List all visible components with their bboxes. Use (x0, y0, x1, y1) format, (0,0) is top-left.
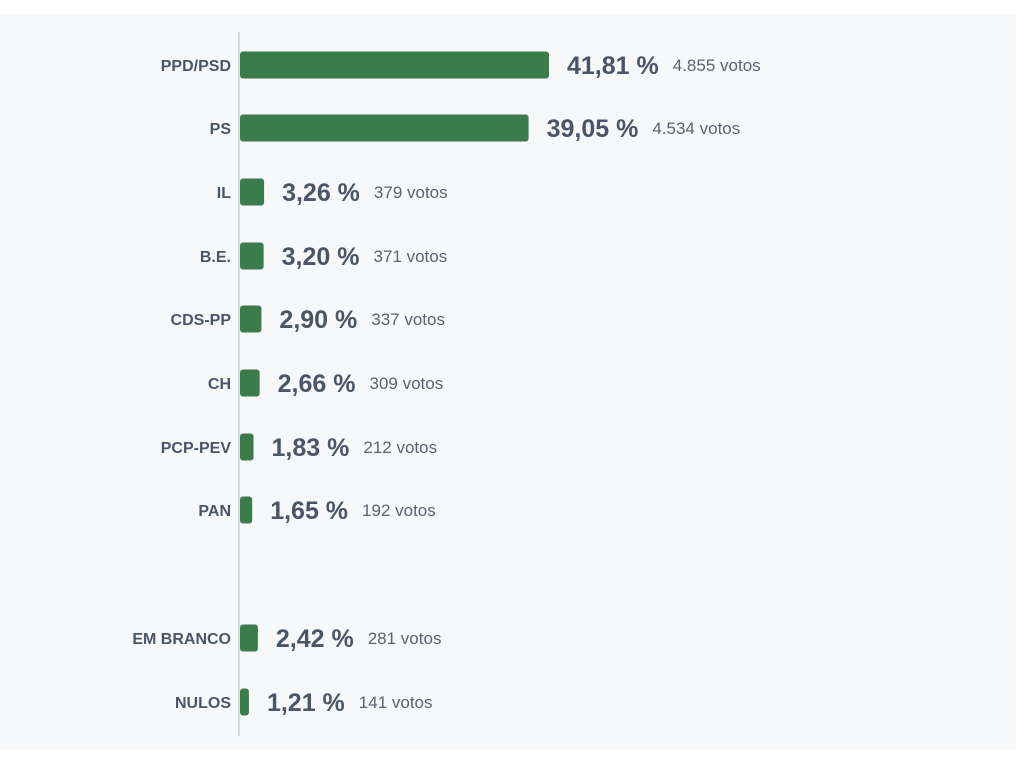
bar-b-e (240, 242, 264, 270)
category-label-pcp-pev: PCP-PEV (161, 440, 232, 457)
bar-cds-pp (240, 305, 262, 333)
bar-ppd-psd (240, 51, 549, 79)
bar-row-nulos: NULOS 1,21 % 141 votos (175, 688, 433, 717)
votes-label-cds-pp: 337 votos (371, 310, 445, 329)
votes-label-ppd-psd: 4.855 votos (673, 56, 761, 75)
category-label-ch: CH (208, 376, 231, 393)
bar-row-pcp-pev: PCP-PEV 1,83 % 212 votos (161, 433, 437, 462)
bar-il (240, 178, 265, 206)
category-label-ppd-psd: PPD/PSD (161, 58, 231, 75)
bar-row-b-e: B.E. 3,20 % 371 votos (200, 242, 447, 271)
category-label-em-branco: EM BRANCO (132, 631, 231, 648)
votes-label-b-e: 371 votos (373, 247, 447, 266)
percent-label-cds-pp: 2,90 % (279, 306, 357, 334)
results-chart-panel: PPD/PSD 41,81 % 4.855 votos PS 39,05 % 4.534 … (0, 14, 1016, 750)
votes-label-ch: 309 votos (370, 374, 444, 393)
percent-label-ppd-psd: 41,81 % (567, 52, 659, 80)
percent-label-pcp-pev: 1,83 % (272, 434, 350, 462)
category-label-pan: PAN (198, 503, 231, 520)
percent-label-em-branco: 2,42 % (276, 625, 354, 653)
percent-label-nulos: 1,21 % (267, 689, 345, 717)
bar-nulos (240, 688, 249, 716)
category-label-il: IL (217, 185, 231, 202)
bar-row-ppd-psd: PPD/PSD 41,81 % 4.855 votos (161, 51, 761, 80)
bar-pcp-pev (240, 433, 254, 461)
votes-label-nulos: 141 votos (359, 693, 433, 712)
percent-label-pan: 1,65 % (270, 497, 348, 525)
votes-label-ps: 4.534 votos (652, 119, 740, 138)
bar-row-ch: CH 2,66 % 309 votos (208, 369, 444, 398)
category-label-b-e: B.E. (200, 249, 231, 266)
category-label-ps: PS (210, 121, 232, 138)
category-label-cds-pp: CDS-PP (171, 312, 232, 329)
bar-ch (240, 369, 260, 397)
bar-ps (240, 114, 529, 142)
bar-row-em-branco: EM BRANCO 2,42 % 281 votos (132, 624, 442, 653)
percent-label-il: 3,26 % (282, 179, 360, 207)
bar-pan (240, 496, 253, 524)
bar-em-branco (240, 624, 258, 652)
bar-row-ps: PS 39,05 % 4.534 votos (210, 114, 740, 143)
votes-label-pan: 192 votos (362, 501, 436, 520)
results-bar-chart: PPD/PSD 41,81 % 4.855 votos PS 39,05 % 4.534 … (132, 32, 761, 736)
bar-row-cds-pp: CDS-PP 2,90 % 337 votos (171, 305, 445, 334)
percent-label-b-e: 3,20 % (282, 243, 360, 271)
percent-label-ps: 39,05 % (547, 115, 639, 143)
bar-row-il: IL 3,26 % 379 votos (217, 178, 448, 207)
bar-row-pan: PAN 1,65 % 192 votos (198, 496, 436, 525)
percent-label-ch: 2,66 % (278, 370, 356, 398)
votes-label-pcp-pev: 212 votos (363, 438, 437, 457)
bar-rows: PPD/PSD 41,81 % 4.855 votos PS 39,05 % 4.534 … (132, 51, 761, 717)
votes-label-il: 379 votos (374, 183, 448, 202)
category-label-nulos: NULOS (175, 695, 231, 712)
votes-label-em-branco: 281 votos (368, 629, 442, 648)
